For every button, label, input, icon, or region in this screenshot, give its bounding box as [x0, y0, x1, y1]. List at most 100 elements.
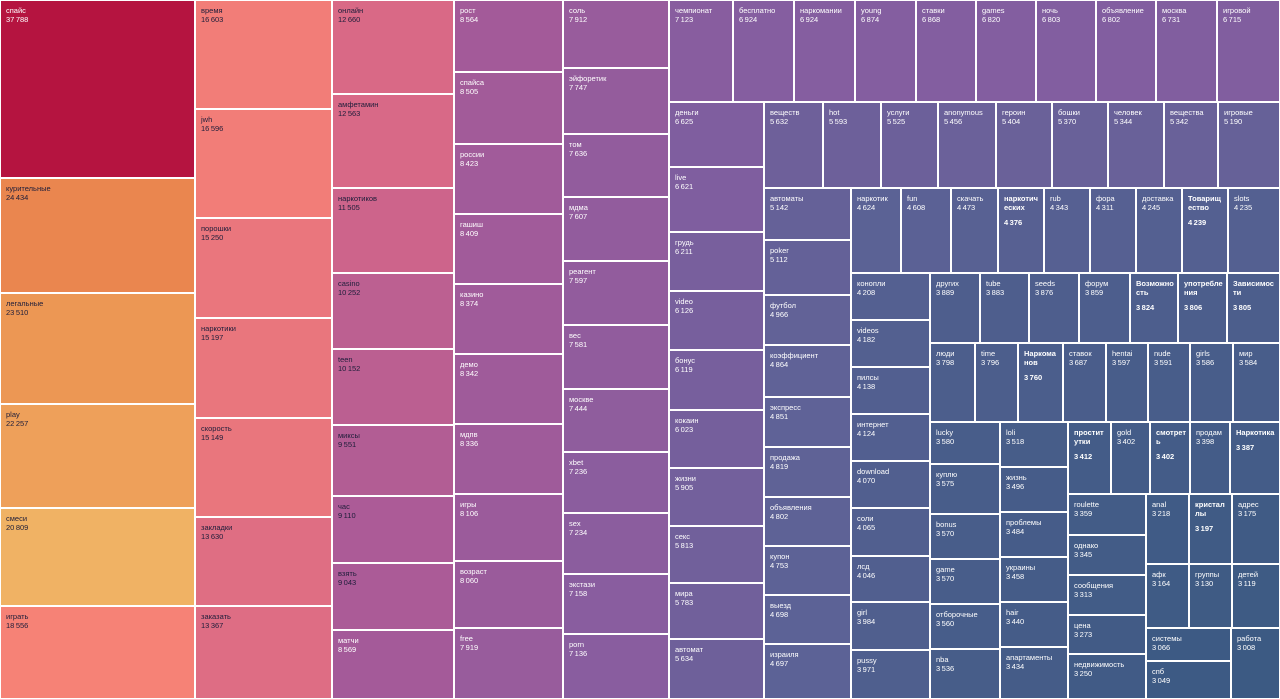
treemap-cell: sex 7 234 [563, 513, 669, 574]
treemap-cell: объявление 6 802 [1096, 0, 1156, 102]
treemap-cell: Возможность 3 824 [1130, 273, 1178, 343]
cell-label: веществ [770, 108, 800, 117]
treemap-cell: проститутки 3 412 [1068, 422, 1111, 494]
treemap-cell: афк 3 164 [1146, 564, 1189, 628]
treemap-cell: мдпв 8 336 [454, 424, 563, 494]
cell-value: 3 049 [1152, 676, 1171, 685]
cell-label: соль [569, 6, 586, 15]
treemap-cell: человек 5 344 [1108, 102, 1164, 188]
cell-value: 9 110 [338, 511, 356, 520]
cell-value: 3 796 [981, 358, 1000, 367]
cell-value: 22 257 [6, 419, 29, 428]
cell-value: 5 142 [770, 203, 789, 212]
treemap-cell: hentai 3 597 [1106, 343, 1148, 422]
treemap-cell: выезд 4 698 [764, 595, 851, 644]
treemap-cell: girls 3 586 [1190, 343, 1233, 422]
treemap-cell: услуги 5 525 [881, 102, 938, 188]
treemap-cell: курительные 24 434 [0, 178, 195, 293]
cell-label: nude [1154, 349, 1171, 358]
treemap-cell: футбол 4 966 [764, 295, 851, 345]
cell-value: 5 525 [887, 117, 906, 126]
cell-value: 8 505 [460, 87, 479, 96]
cell-label: взять [338, 569, 357, 578]
cell-label: легальные [6, 299, 44, 308]
treemap-cell: anal 3 218 [1146, 494, 1189, 564]
treemap-cell: наркотических 4 376 [998, 188, 1044, 273]
cell-label: бесплатно [739, 6, 776, 15]
treemap-cell: миксы 9 551 [332, 425, 454, 496]
cell-label: порошки [201, 224, 232, 233]
cell-value: 7 158 [569, 589, 588, 598]
treemap-cell: fun 4 608 [901, 188, 951, 273]
cell-value: 3 484 [1006, 527, 1025, 536]
treemap-cell: куплю 3 575 [930, 464, 1000, 514]
treemap-cell: системы 3 066 [1146, 628, 1231, 661]
cell-value: 8 564 [460, 15, 479, 24]
treemap-cell: смеси 20 809 [0, 508, 195, 606]
treemap-cell: продам 3 398 [1190, 422, 1230, 494]
treemap-cell: roulette 3 359 [1068, 494, 1146, 535]
cell-value: 5 456 [944, 117, 963, 126]
treemap-cell: вес 7 581 [563, 325, 669, 389]
cell-label: час [338, 502, 350, 511]
cell-label: мдпв [460, 430, 478, 439]
cell-value: 5 783 [675, 598, 694, 607]
treemap-cell: недвижимость 3 250 [1068, 654, 1146, 699]
cell-label: girls [1196, 349, 1210, 358]
cell-label: демо [460, 360, 478, 369]
treemap-cell: live 6 621 [669, 167, 764, 232]
cell-value: 3 402 [1117, 437, 1136, 446]
cell-value: 3 570 [936, 574, 955, 583]
cell-label: кокаин [675, 416, 699, 425]
cell-label: Зависимости [1233, 279, 1274, 297]
treemap-cell: Наркотика 3 387 [1230, 422, 1280, 494]
cell-value: 4 802 [770, 512, 789, 521]
cell-label: чемпионат [675, 6, 713, 15]
cell-value: 7 581 [569, 340, 588, 349]
cell-label: girl [857, 608, 868, 617]
treemap-cell: videos 4 182 [851, 320, 930, 367]
cell-label: игровой [1223, 6, 1251, 15]
cell-label: том [569, 140, 582, 149]
cell-label: футбол [770, 301, 796, 310]
treemap-cell: Зависимости 3 805 [1227, 273, 1280, 343]
cell-value: 4 235 [1234, 203, 1253, 212]
treemap-cell: интернет 4 124 [851, 414, 930, 461]
cell-label: экспресс [770, 403, 801, 412]
treemap-cell: мира 5 783 [669, 583, 764, 639]
treemap-cell: кокаин 6 023 [669, 410, 764, 468]
cell-value: 3 345 [1074, 550, 1093, 559]
cell-value: 4 819 [770, 462, 789, 471]
cell-label: вес [569, 331, 581, 340]
cell-label: грудь [675, 238, 694, 247]
cell-value: 3 805 [1233, 303, 1252, 312]
treemap-cell: заказать 13 367 [195, 606, 332, 699]
cell-value: 15 149 [201, 433, 224, 442]
cell-label: адрес [1238, 500, 1259, 509]
cell-value: 3 130 [1195, 579, 1214, 588]
treemap-cell: girl 3 984 [851, 602, 930, 650]
cell-value: 6 126 [675, 306, 694, 315]
treemap-cell: группы 3 130 [1189, 564, 1232, 628]
cell-label: конопли [857, 279, 886, 288]
cell-value: 6 820 [982, 15, 1001, 24]
treemap-cell: bonus 3 570 [930, 514, 1000, 559]
cell-value: 7 123 [675, 15, 694, 24]
cell-value: 4 698 [770, 610, 789, 619]
treemap-cell: time 3 796 [975, 343, 1018, 422]
cell-value: 4 311 [1096, 203, 1114, 212]
cell-value: 3 876 [1035, 288, 1054, 297]
cell-value: 7 234 [569, 528, 588, 537]
cell-value: 6 731 [1162, 15, 1181, 24]
treemap-cell: game 3 570 [930, 559, 1000, 604]
cell-label: Товарищество [1188, 194, 1221, 212]
treemap-cell: других 3 889 [930, 273, 980, 343]
cell-value: 3 824 [1136, 303, 1155, 312]
cell-value: 4 124 [857, 429, 876, 438]
treemap-cell: игровые 5 190 [1218, 102, 1280, 188]
treemap-cell: взять 9 043 [332, 563, 454, 630]
cell-label: деньги [675, 108, 699, 117]
cell-value: 13 367 [201, 621, 224, 630]
treemap-cell: соли 4 065 [851, 508, 930, 556]
cell-label: videos [857, 326, 879, 335]
